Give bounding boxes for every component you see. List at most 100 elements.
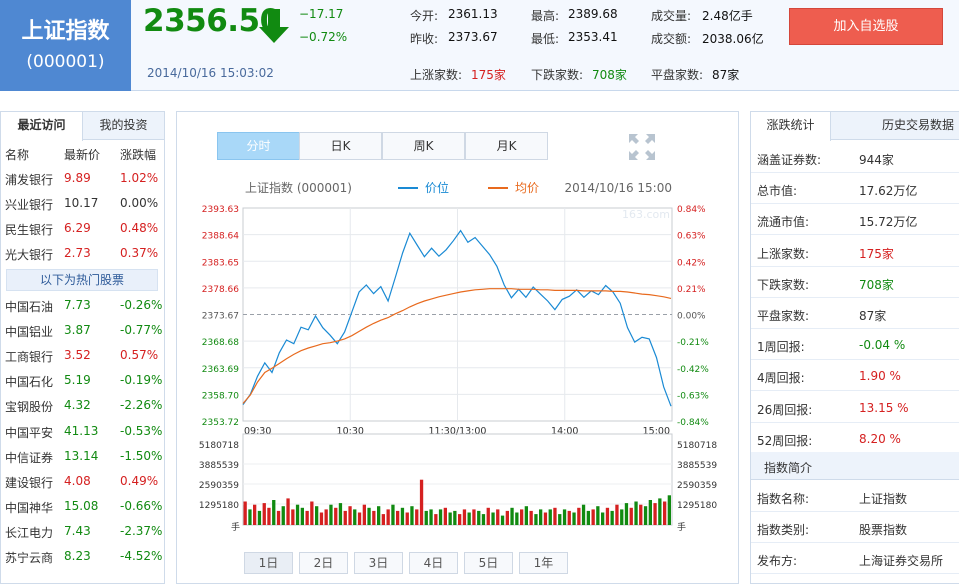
tab-daily-k[interactable]: 日K xyxy=(299,132,382,160)
stat-row: 4周回报: 1.90 % xyxy=(751,360,959,392)
volume-bar xyxy=(453,510,457,525)
intro-header: 指数简介 xyxy=(764,461,813,475)
tab-updown-stats[interactable]: 涨跌统计 xyxy=(751,112,831,141)
period-tab[interactable]: 4日 xyxy=(409,552,458,574)
volume-bar xyxy=(510,507,514,525)
volume-bar xyxy=(362,504,366,525)
average-line xyxy=(242,288,672,404)
intro-row: 发布方: 上海证券交易所 xyxy=(751,543,959,574)
stock-name: 中国平安 xyxy=(5,425,54,440)
list-item[interactable]: 宝钢股份 4.32 -2.26% xyxy=(1,398,164,418)
volume-tick-label: 2590359 xyxy=(199,481,239,491)
x-tick-label: 11:30/13:00 xyxy=(429,426,487,437)
add-to-watchlist-button[interactable]: 加入自选股 xyxy=(789,8,943,45)
list-item[interactable]: 长江电力 7.43 -2.37% xyxy=(1,524,164,544)
list-item[interactable]: 工商银行 3.52 0.57% xyxy=(1,348,164,368)
chart-title: 上证指数 (000001) xyxy=(245,180,352,195)
volume-bar xyxy=(601,512,605,525)
list-item[interactable]: 苏宁云商 8.23 -4.52% xyxy=(1,549,164,569)
period-tab[interactable]: 3日 xyxy=(354,552,403,574)
tab-weekly-k[interactable]: 周K xyxy=(382,132,465,160)
list-item[interactable]: 浦发银行 9.89 1.02% xyxy=(1,171,164,191)
list-item[interactable]: 民生银行 6.29 0.48% xyxy=(1,221,164,241)
list-item[interactable]: 兴业银行 10.17 0.00% xyxy=(1,196,164,216)
stock-name: 苏宁云商 xyxy=(5,551,54,565)
volume-bar xyxy=(620,509,624,525)
list-item[interactable]: 建设银行 4.08 0.49% xyxy=(1,474,164,494)
period-tab[interactable]: 5日 xyxy=(464,552,513,574)
down-count-value: 708家 xyxy=(592,68,627,82)
up-count-label: 上涨家数: xyxy=(410,68,463,82)
volume-bar xyxy=(586,510,590,525)
volume-bar xyxy=(367,507,371,525)
volume-bar xyxy=(405,512,409,525)
volume-unit-right: 手 xyxy=(677,521,686,533)
volume-bar xyxy=(548,509,552,525)
volume-bar xyxy=(391,504,395,525)
tab-recent[interactable]: 最近访问 xyxy=(1,112,83,141)
tab-my-investments[interactable]: 我的投资 xyxy=(99,118,148,132)
list-item[interactable]: 中国铝业 3.87 -0.77% xyxy=(1,323,164,343)
volume-bar xyxy=(496,509,500,525)
volume-bar xyxy=(267,507,271,525)
stock-name: 民生银行 xyxy=(5,223,54,237)
volume-bar xyxy=(286,498,290,525)
stock-price: 6.29 xyxy=(64,221,91,235)
y-tick-label: 2358.70 xyxy=(202,391,239,401)
stock-change: 0.49% xyxy=(120,473,159,488)
open-value: 2361.13 xyxy=(448,7,498,21)
pct-tick-label: 0.21% xyxy=(677,285,706,295)
stock-price: 13.14 xyxy=(64,448,99,463)
volume-tick-label: 3885539 xyxy=(199,461,239,471)
stat-row: 流通市值: 15.72万亿 xyxy=(751,204,959,236)
stock-name: 浦发银行 xyxy=(5,173,54,187)
stock-price: 5.19 xyxy=(64,373,91,388)
list-item[interactable]: 中国石化 5.19 -0.19% xyxy=(1,373,164,393)
volume-tick-label-right: 3885539 xyxy=(677,461,717,471)
volume-bar xyxy=(543,512,548,525)
volume-bar xyxy=(591,509,595,525)
stock-price: 8.23 xyxy=(64,549,91,563)
intro-label: 指数类别: xyxy=(757,523,810,537)
volume-bar xyxy=(615,504,619,525)
volume-bar xyxy=(610,510,614,525)
period-tab[interactable]: 1年 xyxy=(519,552,568,574)
intro-row: 指数类别: 股票指数 xyxy=(751,512,959,543)
list-item[interactable]: 中信证券 13.14 -1.50% xyxy=(1,449,164,469)
tab-history[interactable]: 历史交易数据 xyxy=(881,118,954,132)
period-tab[interactable]: 2日 xyxy=(299,552,348,574)
volume-bar xyxy=(572,512,576,525)
legend-label: 价位 xyxy=(425,180,449,195)
stock-change: -0.66% xyxy=(120,498,163,513)
pct-tick-label: -0.42% xyxy=(677,365,709,375)
volume-bar xyxy=(629,507,633,525)
volume-bar xyxy=(596,506,600,525)
col-name: 名称 xyxy=(5,148,30,162)
volume-bar xyxy=(381,514,385,525)
price-line xyxy=(242,229,672,407)
amount-label: 成交额: xyxy=(651,32,692,46)
prev-close-value: 2373.67 xyxy=(448,30,498,44)
index-name: 上证指数 xyxy=(21,19,110,44)
volume-bar xyxy=(653,503,657,525)
volume-tick-label-right: 2590359 xyxy=(677,481,717,491)
list-item[interactable]: 中国神华 15.08 -0.66% xyxy=(1,499,164,519)
volume-bar xyxy=(534,514,538,525)
list-item[interactable]: 中国平安 41.13 -0.53% xyxy=(1,424,164,444)
volume-bar xyxy=(319,512,324,525)
expand-icon[interactable] xyxy=(629,134,655,160)
stock-change: -4.52% xyxy=(120,549,163,563)
volume-bar xyxy=(424,510,428,525)
stat-label: 总市值: xyxy=(757,184,798,199)
flat-count-value: 87家 xyxy=(712,68,740,82)
volume-bar xyxy=(639,504,643,525)
volume-bar xyxy=(291,509,295,525)
volume-bar xyxy=(481,514,486,525)
volume-bar xyxy=(529,510,533,525)
volume-bar xyxy=(272,500,276,525)
list-item[interactable]: 光大银行 2.73 0.37% xyxy=(1,246,164,266)
list-item[interactable]: 中国石油 7.73 -0.26% xyxy=(1,298,164,318)
tab-intraday[interactable]: 分时 xyxy=(217,132,300,160)
period-tab[interactable]: 1日 xyxy=(244,552,293,574)
tab-monthly-k[interactable]: 月K xyxy=(465,132,548,160)
